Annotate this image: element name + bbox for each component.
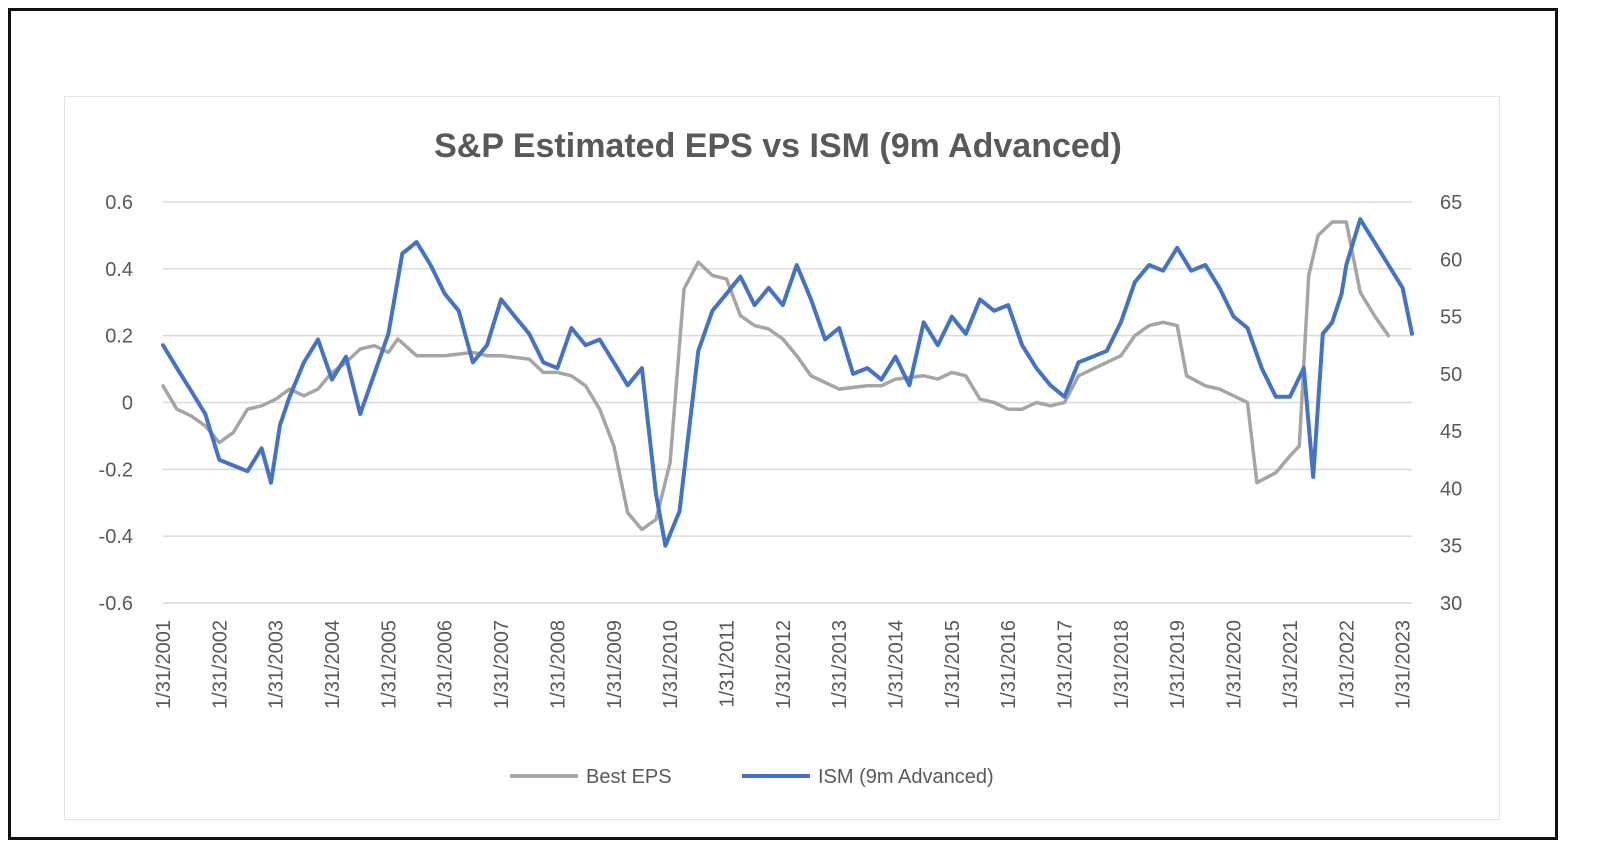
right-tick-label: 40 xyxy=(1440,478,1462,500)
x-tick-label: 1/31/2015 xyxy=(942,620,964,709)
x-tick-label: 1/31/2011 xyxy=(716,620,738,708)
left-tick-label: -0.2 xyxy=(99,459,133,481)
left-tick-label: -0.6 xyxy=(99,593,133,615)
right-tick-label: 30 xyxy=(1440,593,1462,615)
x-tick-label: 1/31/2019 xyxy=(1167,620,1189,709)
legend-label: ISM (9m Advanced) xyxy=(818,766,994,788)
x-tick-label: 1/31/2006 xyxy=(435,620,457,709)
x-tick-label: 1/31/2008 xyxy=(547,620,569,709)
right-tick-label: 45 xyxy=(1440,421,1462,443)
x-tick-label: 1/31/2016 xyxy=(998,620,1020,709)
x-tick-label: 1/31/2022 xyxy=(1336,620,1358,709)
series-lines xyxy=(161,217,1414,548)
left-tick-label: -0.4 xyxy=(99,526,133,548)
left-tick-label: 0.2 xyxy=(105,326,133,348)
left-tick-label: 0.4 xyxy=(105,259,133,281)
x-tick-label: 1/31/2021 xyxy=(1280,620,1302,709)
right-tick-label: 50 xyxy=(1440,364,1462,386)
right-tick-label: 60 xyxy=(1440,249,1462,271)
x-tick-label: 1/31/2004 xyxy=(322,620,344,709)
legend: Best EPS ISM (9m Advanced) xyxy=(510,766,994,788)
left-tick-label: 0 xyxy=(122,393,133,415)
x-tick-label: 1/31/2020 xyxy=(1224,620,1246,709)
series-line-best-eps xyxy=(161,220,1391,532)
chart-area xyxy=(64,96,1500,820)
x-tick-label: 1/31/2001 xyxy=(153,620,175,709)
x-tick-label: 1/31/2017 xyxy=(1055,620,1077,709)
x-tick-label: 1/31/2023 xyxy=(1393,620,1415,709)
x-tick-label: 1/31/2012 xyxy=(773,620,795,709)
chart-title: S&P Estimated EPS vs ISM (9m Advanced) xyxy=(434,127,1122,165)
x-tick-label: 1/31/2003 xyxy=(266,620,288,709)
right-axis-ticks: 65 60 55 50 45 40 35 30 xyxy=(1440,192,1462,615)
gridlines xyxy=(163,201,1412,604)
x-tick-label: 1/31/2014 xyxy=(885,620,907,709)
x-tick-label: 1/31/2009 xyxy=(604,620,626,709)
right-tick-label: 65 xyxy=(1440,192,1462,214)
x-axis-ticks: 1/31/2001 1/31/2002 1/31/2003 1/31/2004 1/31… xyxy=(153,620,1415,709)
right-tick-label: 35 xyxy=(1440,536,1462,558)
x-tick-label: 1/31/2002 xyxy=(209,620,231,709)
x-tick-label: 1/31/2010 xyxy=(660,620,682,709)
x-tick-label: 1/31/2005 xyxy=(378,620,400,709)
x-tick-label: 1/31/2007 xyxy=(491,620,513,709)
x-tick-label: 1/31/2018 xyxy=(1111,620,1133,709)
right-tick-label: 55 xyxy=(1440,307,1462,329)
legend-label: Best EPS xyxy=(586,766,672,788)
x-tick-label: 1/31/2013 xyxy=(829,620,851,709)
series-line-ism-9m-advanced xyxy=(161,217,1414,548)
left-tick-label: 0.6 xyxy=(105,192,133,214)
left-axis-ticks: 0.6 0.4 0.2 0 -0.2 -0.4 -0.6 xyxy=(99,192,133,615)
